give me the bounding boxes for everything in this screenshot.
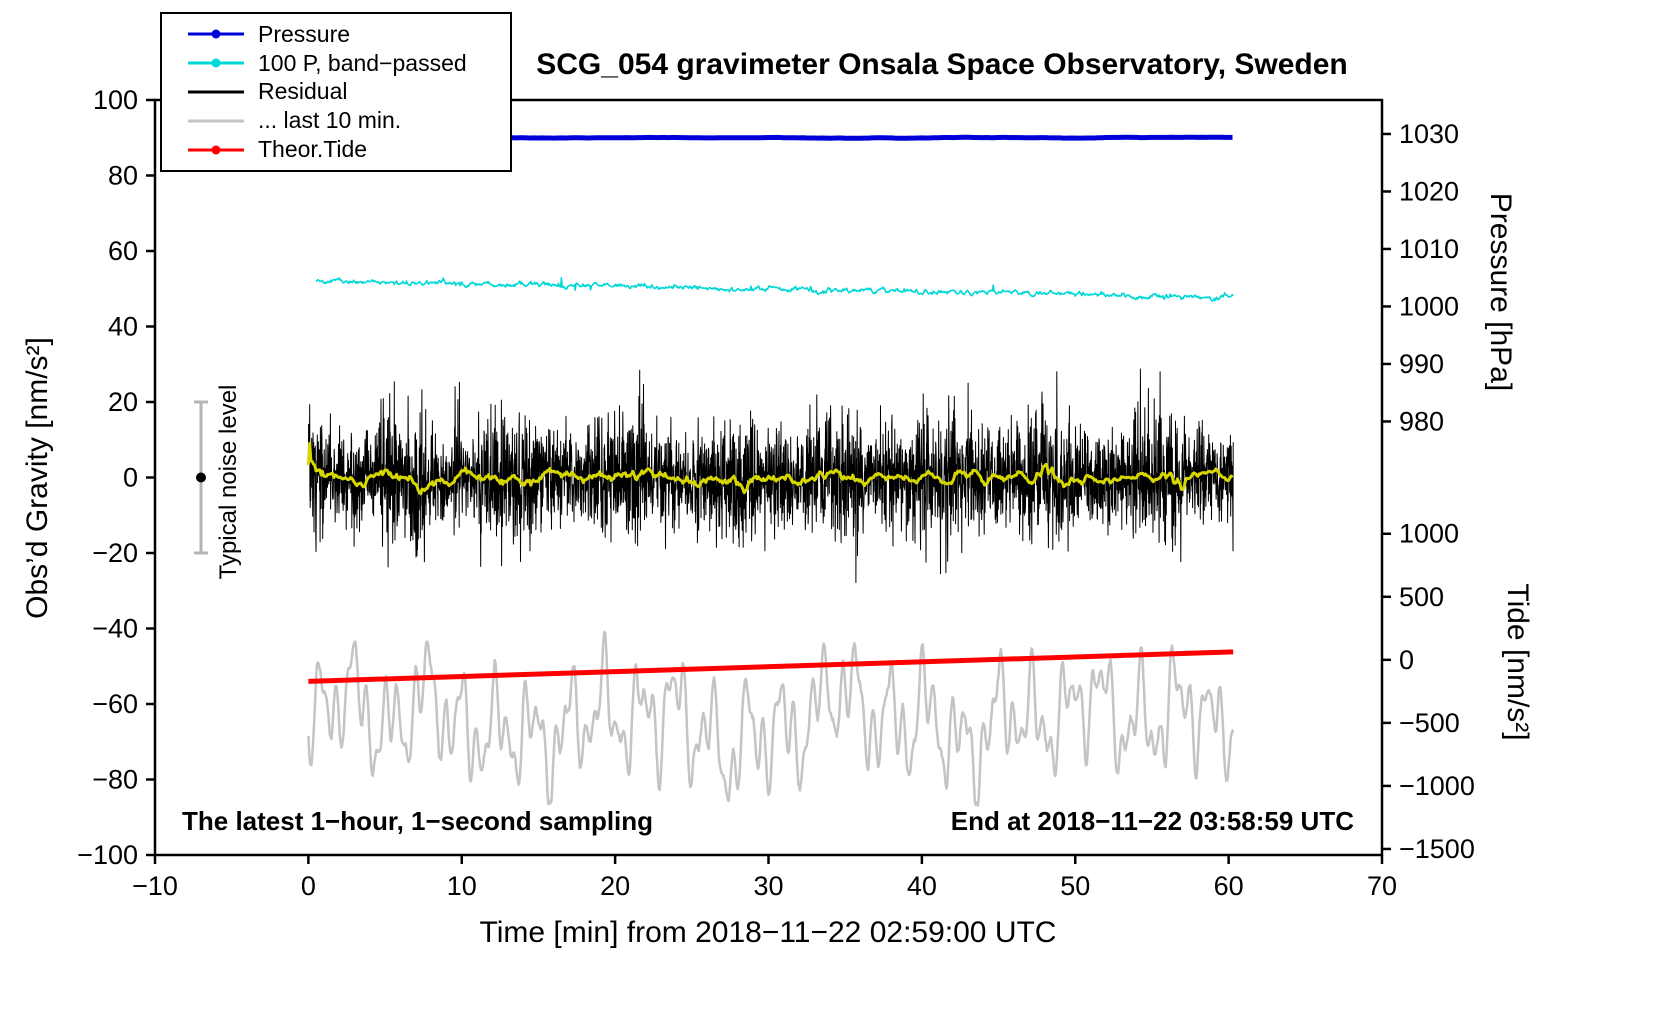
series-band_passed xyxy=(315,277,1234,302)
svg-text:30: 30 xyxy=(753,871,783,901)
series-residual_smooth xyxy=(306,441,1234,496)
legend-label: ... last 10 min. xyxy=(258,107,402,134)
legend-marker-dot-icon xyxy=(188,28,244,40)
svg-text:−1000: −1000 xyxy=(1399,771,1475,801)
svg-text:−40: −40 xyxy=(92,614,138,644)
svg-text:−100: −100 xyxy=(77,840,138,870)
svg-text:80: 80 xyxy=(108,161,138,191)
legend-item-2: Residual xyxy=(188,78,510,105)
noise-level-label: Typical noise level xyxy=(215,384,242,580)
svg-text:0: 0 xyxy=(1399,645,1414,675)
svg-text:20: 20 xyxy=(108,387,138,417)
legend-item-3: ... last 10 min. xyxy=(188,107,510,134)
svg-text:1010: 1010 xyxy=(1399,234,1459,264)
y-axis-ticks-gravity: −100 −80 −60 −40 −20 0 20 40 60 80 100 xyxy=(77,85,155,870)
legend-label: Theor.Tide xyxy=(258,136,368,163)
annotation-sampling: The latest 1−hour, 1−second sampling xyxy=(182,806,654,836)
svg-text:990: 990 xyxy=(1399,349,1444,379)
legend-label: Pressure xyxy=(258,20,351,47)
svg-text:0: 0 xyxy=(301,871,316,901)
series-residual xyxy=(307,368,1234,583)
legend-item-1: 100 P, band−passed xyxy=(188,50,510,76)
legend-label: 100 P, band−passed xyxy=(258,49,467,76)
x-axis-label: Time [min] from 2018−11−22 02:59:00 UTC xyxy=(479,916,1057,949)
svg-text:20: 20 xyxy=(600,871,630,901)
y-axis-label-pressure: Pressure [hPa] xyxy=(1484,192,1517,392)
svg-text:60: 60 xyxy=(1214,871,1244,901)
legend-marker-dot-icon xyxy=(188,144,244,156)
svg-text:0: 0 xyxy=(123,463,138,493)
svg-text:70: 70 xyxy=(1367,871,1397,901)
svg-text:1000: 1000 xyxy=(1399,291,1459,321)
legend-item-0: Pressure xyxy=(188,21,510,47)
legend-marker-dot-icon xyxy=(188,57,244,69)
svg-text:−1500: −1500 xyxy=(1399,834,1475,864)
legend-marker-line-icon xyxy=(188,115,244,127)
svg-text:10: 10 xyxy=(447,871,477,901)
legend-item-4: Theor.Tide xyxy=(188,136,510,163)
svg-text:40: 40 xyxy=(108,312,138,342)
series-last_10_min xyxy=(307,630,1235,807)
svg-text:60: 60 xyxy=(108,236,138,266)
y-axis-label-tide: Tide [nm/s²] xyxy=(1501,583,1534,741)
svg-text:−60: −60 xyxy=(92,689,138,719)
annotation-end-time: End at 2018−11−22 03:58:59 UTC xyxy=(950,806,1354,836)
svg-text:−500: −500 xyxy=(1399,708,1460,738)
y-axis-ticks-tide: 1000 500 0 −500 −1000 −1500 xyxy=(1382,519,1475,864)
chart-title: SCG_054 gravimeter Onsala Space Observat… xyxy=(536,48,1348,81)
legend-label: Residual xyxy=(258,78,348,105)
svg-text:1000: 1000 xyxy=(1399,519,1459,549)
x-axis-ticks: −10 0 10 20 30 40 50 60 70 xyxy=(132,855,1397,901)
svg-text:980: 980 xyxy=(1399,406,1444,436)
svg-text:1020: 1020 xyxy=(1399,176,1459,206)
svg-text:100: 100 xyxy=(93,85,138,115)
svg-text:40: 40 xyxy=(907,871,937,901)
y-axis-label-gravity: Obs’d Gravity [nm/s²] xyxy=(21,337,54,619)
y-axis-ticks-pressure: 1030 1020 1010 1000 990 980 xyxy=(1382,119,1459,436)
svg-text:−10: −10 xyxy=(132,871,178,901)
svg-text:500: 500 xyxy=(1399,582,1444,612)
series-theor_tide xyxy=(308,649,1234,684)
svg-text:1030: 1030 xyxy=(1399,119,1459,149)
legend-marker-line-icon xyxy=(188,86,244,98)
svg-text:−80: −80 xyxy=(92,765,138,795)
svg-text:−20: −20 xyxy=(92,538,138,568)
legend-box: Pressure 100 P, band−passed Residual... la… xyxy=(160,12,512,172)
svg-text:50: 50 xyxy=(1060,871,1090,901)
noise-level-marker xyxy=(194,400,209,555)
